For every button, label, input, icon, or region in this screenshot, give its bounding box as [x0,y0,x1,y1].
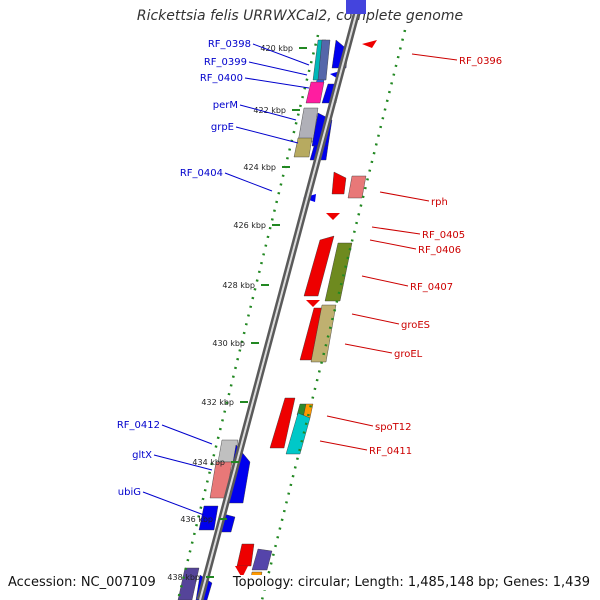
genome-summary-text: Topology: circular; Length: 1,485,148 bp… [232,575,590,590]
left-label-leader [248,61,308,76]
right-label-leader [344,343,393,354]
feature-rph [347,175,367,199]
right-label-leader [379,191,430,202]
feature-lower-e [235,566,248,578]
gene-label-left: RF_0404 [180,168,223,179]
label-layer: RF_0398 RF_0399 RF_0400 perM grpE RF_0404 RF_0… [117,39,502,516]
feature-groel [310,304,337,363]
gene-label-right: groES [401,320,430,331]
feature-rf0405 [326,213,340,220]
gene-label-right: RF_0407 [410,282,453,293]
feature-rf0396 [362,40,377,48]
gene-label-left: RF_0400 [200,73,243,84]
feature-groes [306,300,320,307]
gene-label-right: RF_0406 [418,245,461,256]
gene-label-left: grpE [211,122,234,133]
feature-rf0398b [317,39,331,81]
right-label-leader [351,313,400,325]
right-label-leader [326,415,374,427]
backbone-layer [176,0,407,600]
left-label-leader [244,77,310,89]
left-label-leader [142,491,205,516]
gene-label-right: groEL [394,349,423,360]
feature-grpe [293,137,313,158]
accession-text: Accession: NC_007109 [8,575,156,590]
tick-label: 432 kbp [201,398,234,407]
right-label-leader [411,53,458,61]
gene-label-left: perM [213,100,238,111]
feature-rf0406 [303,235,335,297]
tick-label: 428 kbp [222,281,255,290]
feature-rph-a [331,171,347,195]
feature-rf0407 [324,242,353,302]
gene-label-left: RF_0412 [117,420,160,431]
gene-label-left: RF_0398 [208,39,251,50]
left-label-leader [153,454,213,471]
gene-label-right: spoT12 [375,422,412,433]
feature-spot12-a [269,397,296,449]
gene-label-left: gltX [132,450,152,461]
tick-label: 436 kbp [180,515,213,524]
left-label-leader [224,172,273,192]
left-label-leader [239,104,297,121]
tick-label: 420 kbp [260,44,293,53]
genome-backbone-highlight [199,0,361,600]
right-label-leader [371,226,421,235]
tick-label: 430 kbp [212,339,245,348]
feature-lower-a [177,567,200,600]
gene-label-right: RF_0411 [369,446,412,457]
tick-label: 434 kbp [192,458,225,467]
gene-label-left: RF_0399 [204,57,247,68]
gene-label-right: RF_0396 [459,56,502,67]
tick-label: 424 kbp [243,163,276,172]
tick-label: 426 kbp [233,221,266,230]
feature-rf0411 [285,412,311,455]
right-label-leader [319,440,368,451]
gene-label-left: ubiG [118,487,141,498]
tick-label: 438 kbp [167,573,200,582]
feature-lower-d [251,548,273,571]
backbone-top-block [346,0,366,14]
feature-lower-c [236,543,255,567]
feature-rf0400 [305,81,325,104]
right-label-leader [369,239,417,250]
feature-ubig [198,505,219,531]
tick-label: 422 kbp [253,106,286,115]
gene-label-right: rph [431,197,448,208]
map-title: Rickettsia felis URRWXCal2, complete gen… [136,8,464,24]
left-label-leader [161,424,213,445]
left-label-leader [252,43,310,66]
gene-label-right: RF_0405 [422,230,465,241]
right-label-leader [361,275,409,287]
tick-layer: 420 kbp 422 kbp 424 kbp 426 kbp 428 kbp 430 k… [167,44,307,582]
left-label-leader [235,126,299,144]
